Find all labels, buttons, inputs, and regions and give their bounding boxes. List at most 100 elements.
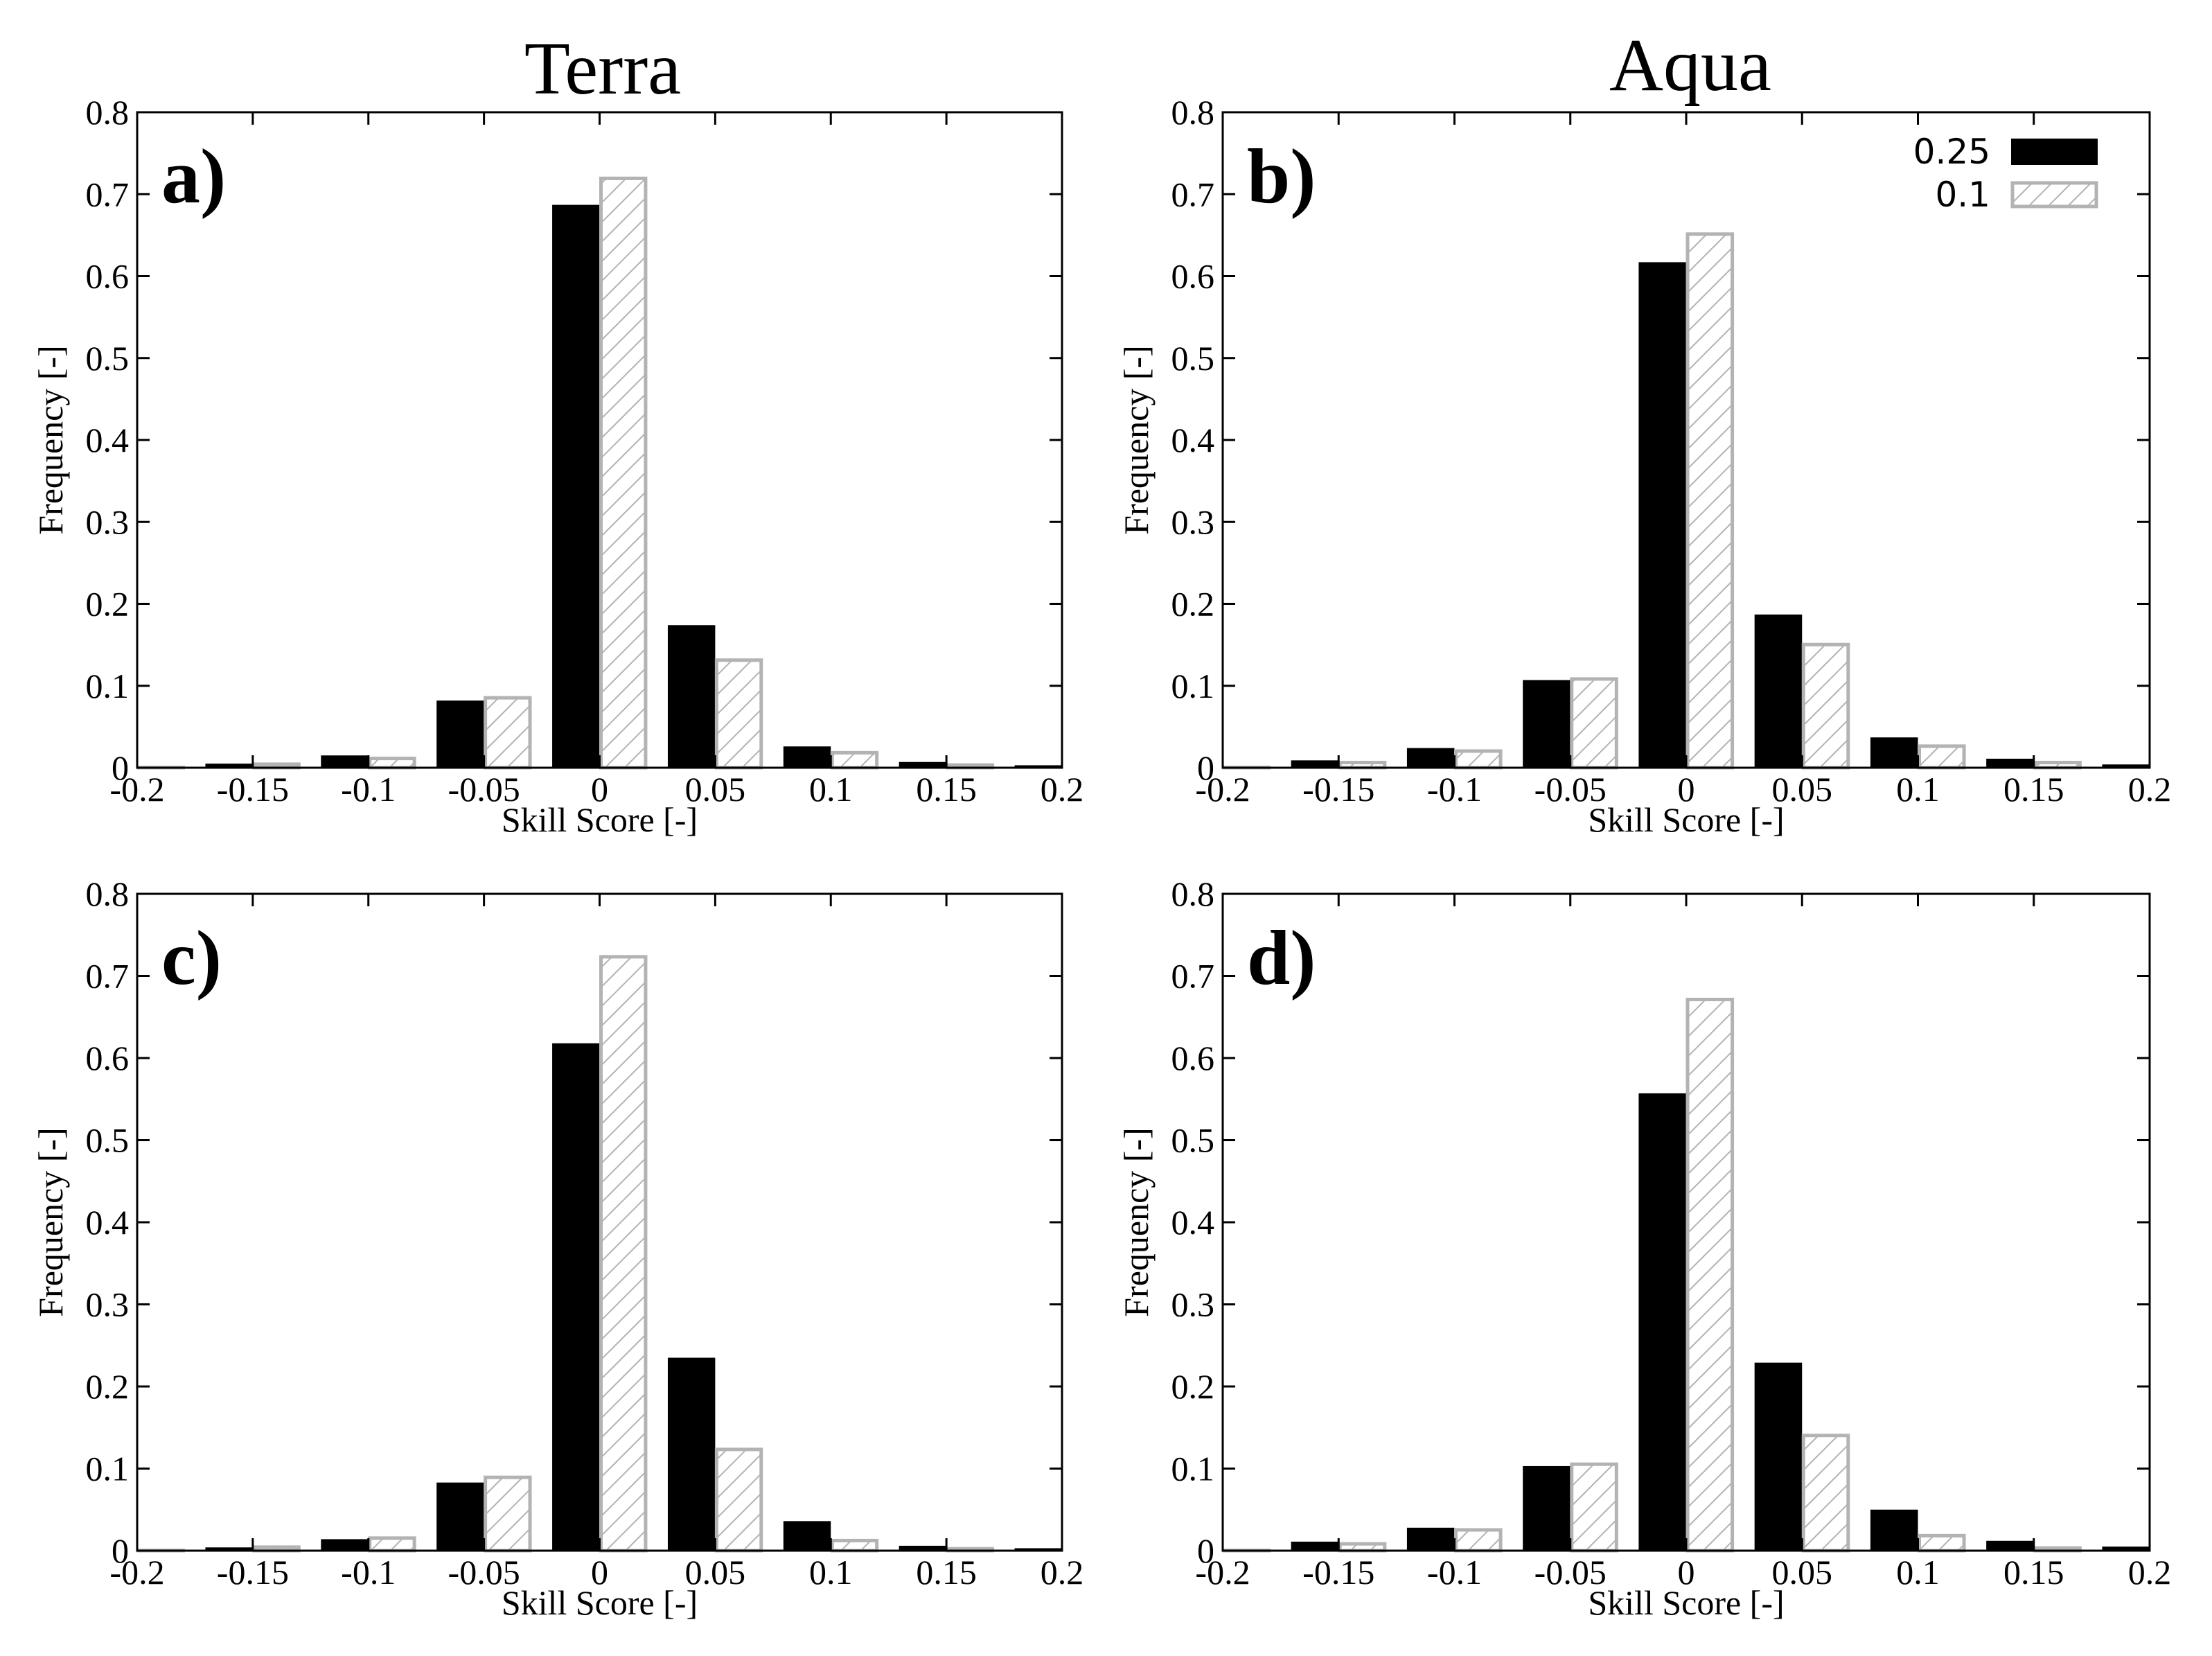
bar-0.1 (599, 955, 648, 1553)
panel-c: 0 0.1 0.2 0.3 0.4 0.5 0.6 0.7 0.8 -0.2 -0.15 -0.1 -0… (31, 874, 1083, 1622)
x-tick-label: -0.05 (448, 1553, 520, 1592)
bar-0.25 (436, 701, 484, 768)
x-tick-label: -0.15 (217, 770, 289, 809)
panel-b: 0 0.1 0.2 0.3 0.4 0.5 0.6 0.7 0.8 -0.2 -0.15 -0.1 -0… (1117, 93, 2171, 839)
x-tick-label: -0.15 (217, 1553, 289, 1592)
panel-d: 0 0.1 0.2 0.3 0.4 0.5 0.6 0.7 0.8 -0.2 -0.15 -0.1 -0… (1117, 874, 2171, 1622)
bar-0.1 (1570, 677, 1618, 770)
bar-0.1 (484, 1475, 532, 1553)
x-tick-label: -0.05 (1534, 1553, 1607, 1592)
x-tick-label: 0.1 (1896, 1553, 1940, 1592)
x-tick-label: -0.2 (109, 770, 164, 809)
bar-0.1 (1685, 997, 1735, 1553)
bar-0.1 (1801, 642, 1850, 770)
y-tick-label: 0.6 (86, 257, 130, 296)
bar-0.1 (714, 1447, 763, 1553)
y-tick-label: 0.8 (86, 93, 130, 132)
y-tick-label: 0.7 (86, 957, 130, 996)
x-tick-label: 0 (1678, 770, 1695, 809)
bar-0.25 (667, 1357, 716, 1551)
y-tick-label: 0.6 (86, 1039, 130, 1077)
x-tick-label: 0.15 (2003, 770, 2064, 809)
bar-0.25 (899, 761, 947, 768)
bar-0.25 (1638, 262, 1686, 768)
bar-0.1 (599, 176, 648, 770)
y-tick-label: 0.3 (1171, 502, 1215, 541)
legend-swatch-hatched (2010, 181, 2098, 209)
bar-0.25 (321, 755, 369, 768)
panel-label: a) (161, 134, 226, 220)
bar-0.25 (1406, 1527, 1455, 1551)
y-tick-label: 0.2 (1171, 585, 1215, 624)
x-tick-label: -0.1 (341, 770, 396, 809)
y-tick-label: 0.1 (86, 667, 130, 705)
bar-0.25 (1406, 748, 1455, 768)
x-tick-label: 0.2 (1041, 770, 1084, 809)
y-tick-label: 0.4 (86, 421, 130, 459)
y-tick-label: 0.5 (86, 1121, 130, 1160)
y-tick-label: 0 (1197, 748, 1214, 787)
legend-label: 0.25 (1913, 132, 1990, 172)
x-tick-label: 0 (591, 770, 608, 809)
x-axis-label: Skill Score [-] (502, 1583, 698, 1622)
panel-label: c) (161, 915, 222, 1001)
bar-0.25 (1523, 1465, 1570, 1551)
bar-0.25 (205, 1547, 253, 1551)
y-tick-label: 0.7 (1171, 175, 1215, 213)
bar-0.1 (714, 658, 763, 770)
y-tick-label: 0.1 (86, 1450, 130, 1488)
legend-label: 0.1 (1935, 175, 1990, 215)
y-tick-label: 0.1 (1171, 667, 1215, 705)
bar-0.1 (1918, 1533, 1966, 1553)
bar-0.25 (783, 1521, 831, 1551)
bar-0.1 (1570, 1462, 1618, 1553)
bar-0.25 (1754, 614, 1803, 768)
bar-0.1 (484, 696, 532, 770)
bar-0.25 (1523, 680, 1570, 768)
x-tick-label: -0.1 (1427, 770, 1482, 809)
panel-label: d) (1247, 915, 1316, 1001)
x-tick-label: 0.05 (1772, 1553, 1833, 1592)
y-tick-label: 0.8 (1171, 93, 1215, 132)
column-title-terra: Terra (524, 28, 681, 110)
x-tick-label: -0.15 (1302, 770, 1374, 809)
y-tick-label: 0.8 (1171, 874, 1215, 913)
bar-0.1 (830, 750, 879, 770)
bar-0.25 (552, 1043, 600, 1551)
x-tick-label: -0.2 (1195, 770, 1250, 809)
column-title-aqua: Aqua (1609, 24, 1771, 107)
panels: 0 0.1 0.2 0.3 0.4 0.5 0.6 0.7 0.8 -0.2 -0.15 -0.1 -0… (31, 93, 2171, 1622)
bar-0.1 (830, 1538, 879, 1553)
y-tick-label: 0.4 (1171, 421, 1215, 459)
x-tick-label: -0.05 (1534, 770, 1607, 809)
x-tick-label: -0.2 (1195, 1553, 1250, 1592)
x-tick-label: -0.15 (1302, 1553, 1374, 1592)
x-tick-label: 0.2 (2128, 770, 2172, 809)
panel-a: 0 0.1 0.2 0.3 0.4 0.5 0.6 0.7 0.8 -0.2 -0.15 -0.1 -0… (31, 93, 1083, 839)
y-axis-label: Frequency [-] (31, 345, 70, 535)
bar-0.25 (1754, 1362, 1803, 1551)
x-tick-label: -0.05 (448, 770, 520, 809)
x-tick-label: 0.05 (685, 1553, 746, 1592)
y-tick-label: 0.5 (86, 339, 130, 378)
bar-0.25 (1291, 1541, 1339, 1551)
x-tick-label: 0.1 (809, 770, 853, 809)
y-tick-label: 0.3 (1171, 1285, 1215, 1324)
x-tick-label: -0.2 (109, 1553, 164, 1592)
y-tick-label: 0.4 (86, 1203, 130, 1242)
x-tick-label: 0.05 (1772, 770, 1833, 809)
bar-0.1 (1685, 232, 1735, 770)
x-tick-label: 0 (591, 1553, 608, 1592)
y-tick-label: 0.7 (86, 175, 130, 213)
bar-0.1 (368, 1536, 416, 1553)
bar-0.25 (2102, 764, 2150, 768)
x-tick-label: 0.1 (1896, 770, 1940, 809)
bar-0.25 (552, 204, 600, 768)
y-axis-label: Frequency [-] (1117, 1127, 1156, 1317)
y-tick-label: 0.2 (86, 1367, 130, 1406)
y-tick-label: 0.1 (1171, 1450, 1215, 1488)
x-tick-label: 0 (1678, 1553, 1695, 1592)
legend-swatch-solid (2011, 139, 2098, 165)
y-tick-label: 0.6 (1171, 1039, 1215, 1077)
